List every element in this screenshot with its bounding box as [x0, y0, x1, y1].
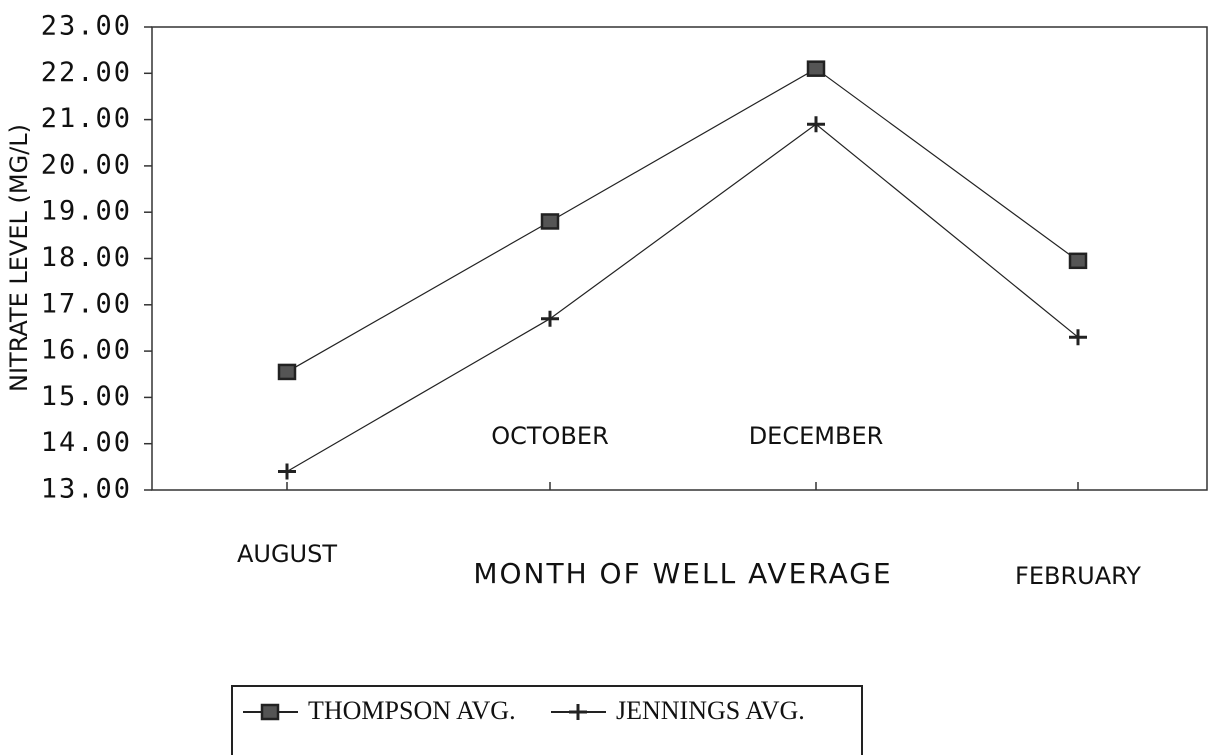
legend-label: THOMPSON AVG. — [308, 696, 516, 725]
legend-box — [231, 685, 863, 755]
data-point — [807, 116, 825, 133]
y-tick-label: 17.00 — [41, 288, 132, 319]
plot-frame — [151, 26, 1208, 491]
x-axis-title: MONTH OF WELL AVERAGE — [473, 557, 892, 590]
y-tick-label: 20.00 — [41, 149, 132, 180]
data-point — [541, 310, 559, 327]
data-point — [278, 463, 296, 480]
y-tick-label: 16.00 — [41, 335, 132, 366]
series-line — [286, 67, 1079, 373]
y-tick-label: 22.00 — [41, 57, 132, 88]
y-tick-label: 21.00 — [41, 103, 132, 134]
y-tick-label: 14.00 — [41, 427, 132, 458]
y-tick-label: 18.00 — [41, 242, 132, 273]
y-tick-label: 15.00 — [41, 381, 132, 412]
data-point — [540, 213, 560, 230]
y-tick-label: 19.00 — [41, 196, 132, 227]
y-axis-title: NITRATE LEVEL (MG/L) — [5, 124, 33, 392]
y-tick-label: 13.00 — [41, 474, 132, 505]
legend-label: JENNINGS AVG. — [616, 696, 805, 725]
data-point — [806, 60, 826, 77]
x-tick-label: DECEMBER — [749, 422, 884, 450]
data-point — [1069, 329, 1087, 346]
data-point — [1068, 252, 1088, 270]
legend-marker — [260, 703, 280, 721]
series-line — [286, 123, 1079, 472]
y-tick-label: 23.00 — [41, 11, 132, 42]
x-tick-label: AUGUST — [237, 540, 337, 568]
x-tick-label: FEBRUARY — [1015, 562, 1141, 590]
legend-marker — [569, 704, 587, 720]
x-tick-label: OCTOBER — [491, 422, 609, 450]
data-point — [277, 363, 297, 381]
